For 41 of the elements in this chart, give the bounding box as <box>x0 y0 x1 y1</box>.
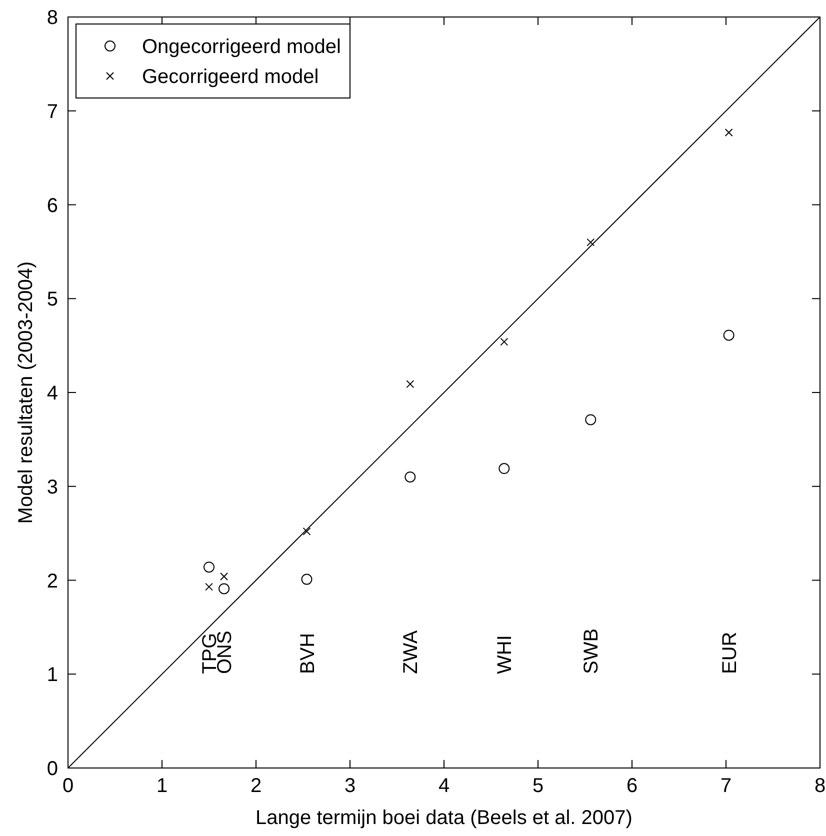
annotation: BVH <box>296 632 319 674</box>
point <box>218 583 230 594</box>
y-tick-label: 8 <box>46 7 58 29</box>
y-tick-label: 4 <box>46 382 58 404</box>
point <box>220 572 228 580</box>
point <box>404 471 416 482</box>
x-tick-label: 7 <box>720 775 732 797</box>
point <box>406 380 414 388</box>
x-tick-label: 8 <box>814 775 826 797</box>
point <box>723 330 734 341</box>
point <box>302 527 311 536</box>
annotation: ZWA <box>400 630 422 674</box>
legend-label: Ongecorrigeerd model <box>142 36 341 58</box>
x-tick-label: 3 <box>344 775 356 797</box>
y-tick-label: 1 <box>46 664 58 686</box>
y-tick-label: 3 <box>46 476 58 498</box>
point <box>500 338 508 346</box>
y-tick-label: 0 <box>46 758 58 780</box>
x-axis-title: Lange termijn boei data (Beels et al. 2007) <box>256 807 632 829</box>
x-tick-label: 5 <box>532 775 544 797</box>
x-tick-label: 6 <box>626 775 638 797</box>
x-tick-label: 4 <box>438 775 450 797</box>
point <box>205 582 213 591</box>
y-tick-label: 2 <box>46 570 58 592</box>
point <box>498 463 510 474</box>
x-tick-label: 0 <box>62 775 74 797</box>
annotation: SWB <box>580 628 603 674</box>
x-tick-label: 1 <box>156 775 168 797</box>
y-tick-label: 6 <box>46 194 58 217</box>
point <box>586 238 595 246</box>
point <box>585 414 596 426</box>
y-axis-title: Model resultaten (2003-2004) <box>15 261 37 524</box>
y-tick-label: 5 <box>46 288 58 311</box>
point <box>204 562 214 573</box>
annotation: WHI <box>494 635 516 674</box>
x-tick-label: 2 <box>250 775 262 797</box>
y-tick-label: 7 <box>46 100 58 123</box>
annotation: EUR <box>718 632 741 674</box>
point <box>724 128 733 136</box>
legend-label: Gecorrigeerd model <box>142 66 319 88</box>
point <box>301 574 312 585</box>
